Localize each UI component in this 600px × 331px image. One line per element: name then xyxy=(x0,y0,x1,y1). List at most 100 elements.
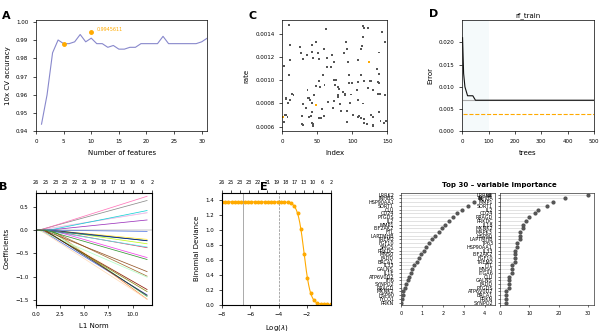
Point xyxy=(301,106,311,111)
Point xyxy=(334,87,344,92)
Point xyxy=(340,93,350,98)
Point xyxy=(342,46,352,51)
Point xyxy=(381,118,391,124)
Point xyxy=(353,97,362,103)
Point xyxy=(336,108,346,114)
Point xyxy=(304,114,314,119)
Point xyxy=(243,199,253,205)
Point xyxy=(278,114,288,119)
Point xyxy=(286,57,295,62)
Point xyxy=(380,121,389,126)
Y-axis label: Binomial Deviance: Binomial Deviance xyxy=(194,216,200,281)
Point xyxy=(339,50,349,55)
Point xyxy=(346,92,355,97)
Point xyxy=(311,83,321,88)
Point xyxy=(329,77,339,82)
Text: Top 30 – variable importance: Top 30 – variable importance xyxy=(442,182,557,188)
Point xyxy=(362,121,372,126)
Point xyxy=(375,91,385,97)
Point xyxy=(317,116,326,121)
Point xyxy=(331,82,340,87)
Point xyxy=(363,85,373,91)
Point xyxy=(276,199,286,205)
Point xyxy=(309,298,319,303)
Point xyxy=(359,120,369,125)
Point xyxy=(298,114,307,119)
Point xyxy=(313,300,322,306)
Point xyxy=(285,97,295,103)
Point xyxy=(299,56,308,62)
Point xyxy=(333,92,343,98)
Point xyxy=(348,112,358,117)
Text: E: E xyxy=(260,182,267,192)
Point xyxy=(368,124,377,129)
Point xyxy=(227,199,236,205)
Point xyxy=(329,99,338,104)
Point xyxy=(368,114,377,119)
Point xyxy=(293,211,302,216)
Point xyxy=(281,96,291,101)
Point xyxy=(316,301,325,307)
Point xyxy=(367,113,376,118)
Point xyxy=(305,95,314,101)
Point xyxy=(344,80,354,86)
Point xyxy=(296,226,305,232)
Point xyxy=(263,199,272,205)
Point xyxy=(311,103,321,108)
Point xyxy=(367,78,376,84)
Point xyxy=(280,63,289,69)
Point xyxy=(307,101,317,106)
Point xyxy=(302,275,312,281)
Text: 0.9945611: 0.9945611 xyxy=(97,27,123,32)
Point xyxy=(297,122,307,127)
Point xyxy=(328,52,337,58)
Point xyxy=(326,64,336,70)
Point xyxy=(308,55,317,61)
Text: A: A xyxy=(2,11,10,21)
Point xyxy=(323,100,333,105)
Point xyxy=(284,101,293,106)
Point xyxy=(295,45,304,50)
Point xyxy=(374,71,384,76)
Point xyxy=(298,123,308,128)
X-axis label: L1 Norm: L1 Norm xyxy=(79,323,109,329)
Point xyxy=(309,93,319,98)
Point xyxy=(273,199,283,205)
Point xyxy=(343,60,353,65)
Point xyxy=(308,50,317,55)
Point xyxy=(318,72,328,77)
X-axis label: Index: Index xyxy=(325,150,344,156)
Point xyxy=(358,101,368,106)
Point xyxy=(347,80,356,85)
Point xyxy=(281,96,291,101)
Point xyxy=(328,106,338,111)
Point xyxy=(359,25,369,30)
Point xyxy=(338,89,347,95)
Point xyxy=(308,123,317,128)
Point xyxy=(322,302,332,307)
Point xyxy=(365,78,374,83)
Point xyxy=(341,40,351,45)
Point xyxy=(280,199,289,205)
Point xyxy=(303,95,313,101)
Point xyxy=(373,79,383,84)
Point xyxy=(335,101,344,107)
Point xyxy=(359,78,368,84)
Point xyxy=(286,201,296,206)
Point xyxy=(280,112,290,117)
Point xyxy=(314,56,324,61)
Point xyxy=(220,199,230,205)
Point xyxy=(269,199,279,205)
Point xyxy=(353,79,363,84)
Bar xyxy=(462,20,488,131)
Point xyxy=(307,109,317,114)
Point xyxy=(233,199,243,205)
Point xyxy=(217,199,226,205)
Point xyxy=(380,39,390,44)
Point xyxy=(344,72,354,77)
Y-axis label: Error: Error xyxy=(427,67,433,84)
Point xyxy=(319,113,329,118)
Point xyxy=(307,43,316,48)
Point xyxy=(353,114,363,119)
Point xyxy=(315,85,325,90)
